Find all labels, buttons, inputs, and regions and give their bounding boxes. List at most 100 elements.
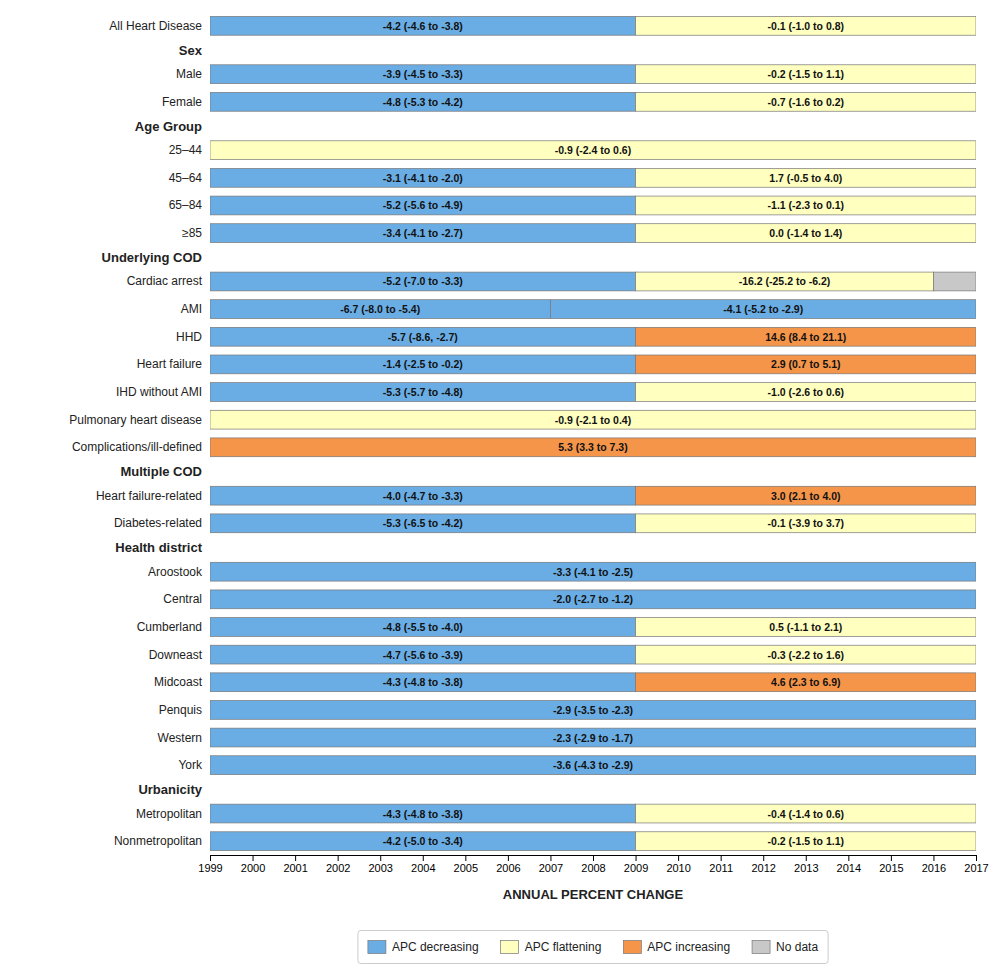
x-tick: 2011 (709, 855, 733, 874)
segment (210, 272, 636, 291)
segment (636, 673, 976, 692)
segment (210, 728, 976, 747)
x-tick: 2007 (539, 855, 563, 874)
row-label: Cumberland (137, 620, 202, 634)
row-label: Diabetes-related (114, 516, 202, 530)
x-tick: 2017 (964, 855, 988, 874)
x-tick-mark (891, 855, 892, 861)
legend-item: APC decreasing (368, 940, 479, 954)
data-label: -0.4 (-1.4 to 0.6) (768, 808, 844, 820)
segment (636, 92, 976, 111)
data-label: -4.2 (-4.6 to -3.8) (383, 20, 463, 32)
data-label: 2.9 (0.7 to 5.1) (771, 358, 840, 370)
x-tick: 2010 (666, 855, 690, 874)
data-label: -1.0 (-2.6 to 0.6) (768, 386, 844, 398)
segment (210, 832, 636, 851)
data-label: -1.1 (-2.3 to 0.1) (768, 199, 844, 211)
row-label: AMI (181, 302, 202, 316)
segment (210, 700, 976, 719)
data-label: 1.7 (-0.5 to 4.0) (769, 172, 842, 184)
segment (210, 65, 636, 84)
chart: All Heart Disease-4.2 (-4.6 to -3.8)-0.1… (0, 0, 1000, 977)
segment (636, 832, 976, 851)
x-tick-label: 2007 (539, 862, 563, 874)
data-label: 3.0 (2.1 to 4.0) (771, 490, 840, 502)
row-label: Heart failure-related (96, 489, 202, 503)
x-tick-mark (593, 855, 594, 861)
segment (636, 514, 976, 533)
x-tick: 1999 (198, 855, 222, 874)
x-tick-mark (210, 855, 211, 861)
x-tick-mark (423, 855, 424, 861)
segment (636, 804, 976, 823)
x-tick-mark (295, 855, 296, 861)
segment (636, 196, 976, 215)
legend-label: APC increasing (647, 940, 730, 954)
x-axis-line (211, 856, 977, 862)
data-label: -5.7 (-8.6, -2.7) (388, 331, 458, 343)
x-tick-label: 2012 (751, 862, 775, 874)
segment (210, 486, 636, 505)
segment (210, 92, 636, 111)
segment (933, 272, 976, 291)
data-label: -5.2 (-7.0 to -3.3) (383, 275, 463, 287)
data-label: -3.1 (-4.1 to -2.0) (383, 172, 463, 184)
labels: All Heart Disease-4.2 (-4.6 to -3.8)-0.1… (69, 19, 846, 848)
data-label: -4.8 (-5.5 to -4.0) (383, 621, 463, 633)
segment (636, 355, 976, 374)
group-header: Multiple COD (120, 464, 202, 479)
x-tick-mark (763, 855, 764, 861)
legend-item: APC flattening (501, 940, 602, 954)
legend-swatch (501, 941, 519, 954)
data-label: -2.3 (-2.9 to -1.7) (553, 732, 633, 744)
x-tick-label: 2010 (666, 862, 690, 874)
segment (636, 65, 976, 84)
data-label: -1.4 (-2.5 to -0.2) (383, 358, 463, 370)
x-tick: 2013 (794, 855, 818, 874)
x-tick-label: 2013 (794, 862, 818, 874)
x-tick-label: 2004 (411, 862, 435, 874)
legend-frame (358, 931, 828, 964)
x-tick: 2004 (411, 855, 435, 874)
data-label: -4.1 (-5.2 to -2.9) (723, 303, 803, 315)
legend-swatch (623, 941, 641, 954)
data-label: -3.6 (-4.3 to -2.9) (553, 759, 633, 771)
segment (636, 645, 976, 664)
data-label: -3.9 (-4.5 to -3.3) (383, 68, 463, 80)
row-label: IHD without AMI (116, 385, 202, 399)
x-tick-mark (465, 855, 466, 861)
x-tick-mark (338, 855, 339, 861)
data-label: -3.4 (-4.1 to -2.7) (383, 227, 463, 239)
x-tick-label: 2006 (496, 862, 520, 874)
row-label: Complications/ill-defined (72, 440, 202, 454)
x-tick-mark (848, 855, 849, 861)
row-label: Downeast (149, 648, 203, 662)
segment (636, 327, 976, 346)
row-label: Metropolitan (136, 807, 202, 821)
legend-label: APC decreasing (392, 940, 479, 954)
data-label: -2.9 (-3.5 to -2.3) (553, 704, 633, 716)
x-tick: 2005 (454, 855, 478, 874)
data-label: -3.3 (-4.1 to -2.5) (553, 566, 633, 578)
data-label: -0.9 (-2.4 to 0.6) (555, 144, 631, 156)
segment (210, 514, 636, 533)
x-tick-label: 2011 (709, 862, 733, 874)
row-label: 65–84 (169, 198, 203, 212)
data-label: -5.3 (-5.7 to -4.8) (383, 386, 463, 398)
segment (210, 438, 976, 457)
segment (210, 196, 636, 215)
data-label: -0.2 (-1.5 to 1.1) (768, 68, 844, 80)
data-label: -0.7 (-1.6 to 0.2) (768, 96, 844, 108)
row-label: Nonmetropolitan (114, 834, 202, 848)
x-tick-mark (380, 855, 381, 861)
data-label: -4.0 (-4.7 to -3.3) (383, 490, 463, 502)
row-label: York (178, 758, 203, 772)
segment (210, 383, 636, 402)
x-axis-title: ANNUAL PERCENT CHANGE (503, 887, 684, 902)
legend-label: No data (776, 940, 818, 954)
x-tick-label: 2002 (326, 862, 350, 874)
data-label: 14.6 (8.4 to 21.1) (765, 331, 846, 343)
x-tick-label: 2017 (964, 862, 988, 874)
x-tick-label: 2003 (368, 862, 392, 874)
x-tick-mark (678, 855, 679, 861)
